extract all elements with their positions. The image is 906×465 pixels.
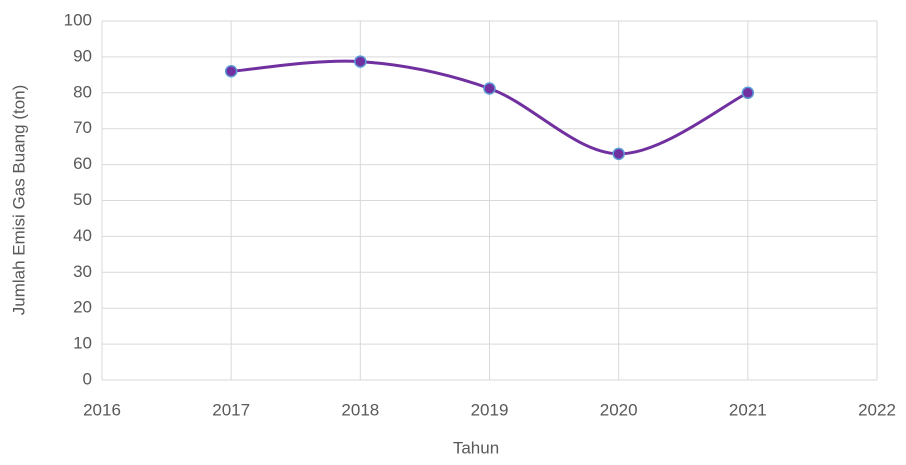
x-tick-label: 2018 <box>341 400 379 419</box>
point-marker <box>612 147 625 161</box>
y-tick-label: 30 <box>73 262 92 281</box>
x-tick-label: 2020 <box>600 400 638 419</box>
y-tick-label: 50 <box>73 190 92 209</box>
x-tick-label: 2017 <box>212 400 250 419</box>
point-marker <box>224 65 238 78</box>
x-axis-label: Tahun <box>453 438 499 457</box>
point-marker <box>741 86 755 100</box>
y-tick-label: 10 <box>73 334 92 353</box>
y-tick-label: 70 <box>73 118 92 137</box>
y-tick-label: 80 <box>73 82 92 101</box>
point-marker <box>354 55 367 68</box>
y-axis-label: Jumlah Emisi Gas Buang (ton) <box>9 85 28 316</box>
x-tick-label: 2019 <box>471 400 509 419</box>
x-tick-label: 2021 <box>729 400 767 419</box>
y-tick-label: 0 <box>83 369 92 388</box>
y-tick-label: 90 <box>73 46 92 65</box>
y-tick-label: 100 <box>64 10 92 29</box>
x-tick-label: 2022 <box>858 400 896 419</box>
x-tick-label: 2016 <box>83 400 121 419</box>
point-marker <box>483 82 496 95</box>
y-tick-label: 20 <box>73 298 92 317</box>
y-tick-label: 40 <box>73 226 92 245</box>
y-tick-label: 60 <box>73 154 92 173</box>
